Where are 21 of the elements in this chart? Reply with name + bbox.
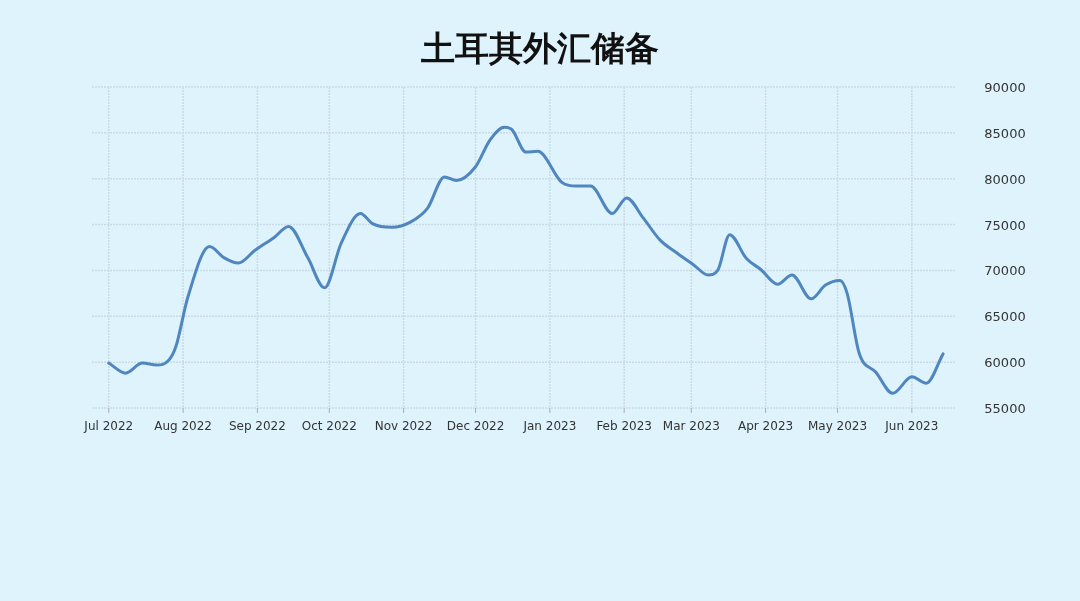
ytick: 90000 xyxy=(984,80,1026,95)
title: 土耳其外汇储备 xyxy=(421,29,659,67)
ytick: 55000 xyxy=(984,401,1026,416)
xtick: Jan 2023 xyxy=(523,419,577,433)
xtick: Mar 2023 xyxy=(662,419,720,433)
ytick: 60000 xyxy=(984,355,1026,371)
xtick: Aug 2022 xyxy=(154,419,212,433)
xtick: Jun 2023 xyxy=(885,419,939,433)
xtick: Sep 2022 xyxy=(228,419,286,433)
xtick: Feb 2023 xyxy=(596,419,652,433)
ytick: 75000 xyxy=(984,217,1026,233)
ytick: 65000 xyxy=(984,309,1026,325)
xtick: Oct 2022 xyxy=(301,419,357,433)
xtick: Dec 2022 xyxy=(446,419,505,433)
xtick: Apr 2023 xyxy=(738,419,794,433)
ytick: 85000 xyxy=(984,125,1026,141)
xtick: May 2023 xyxy=(807,419,868,433)
xtick: Nov 2022 xyxy=(374,419,433,433)
ytick: 70000 xyxy=(984,263,1026,279)
xtick: Jul 2022 xyxy=(84,419,134,433)
ytick: 80000 xyxy=(984,171,1026,187)
